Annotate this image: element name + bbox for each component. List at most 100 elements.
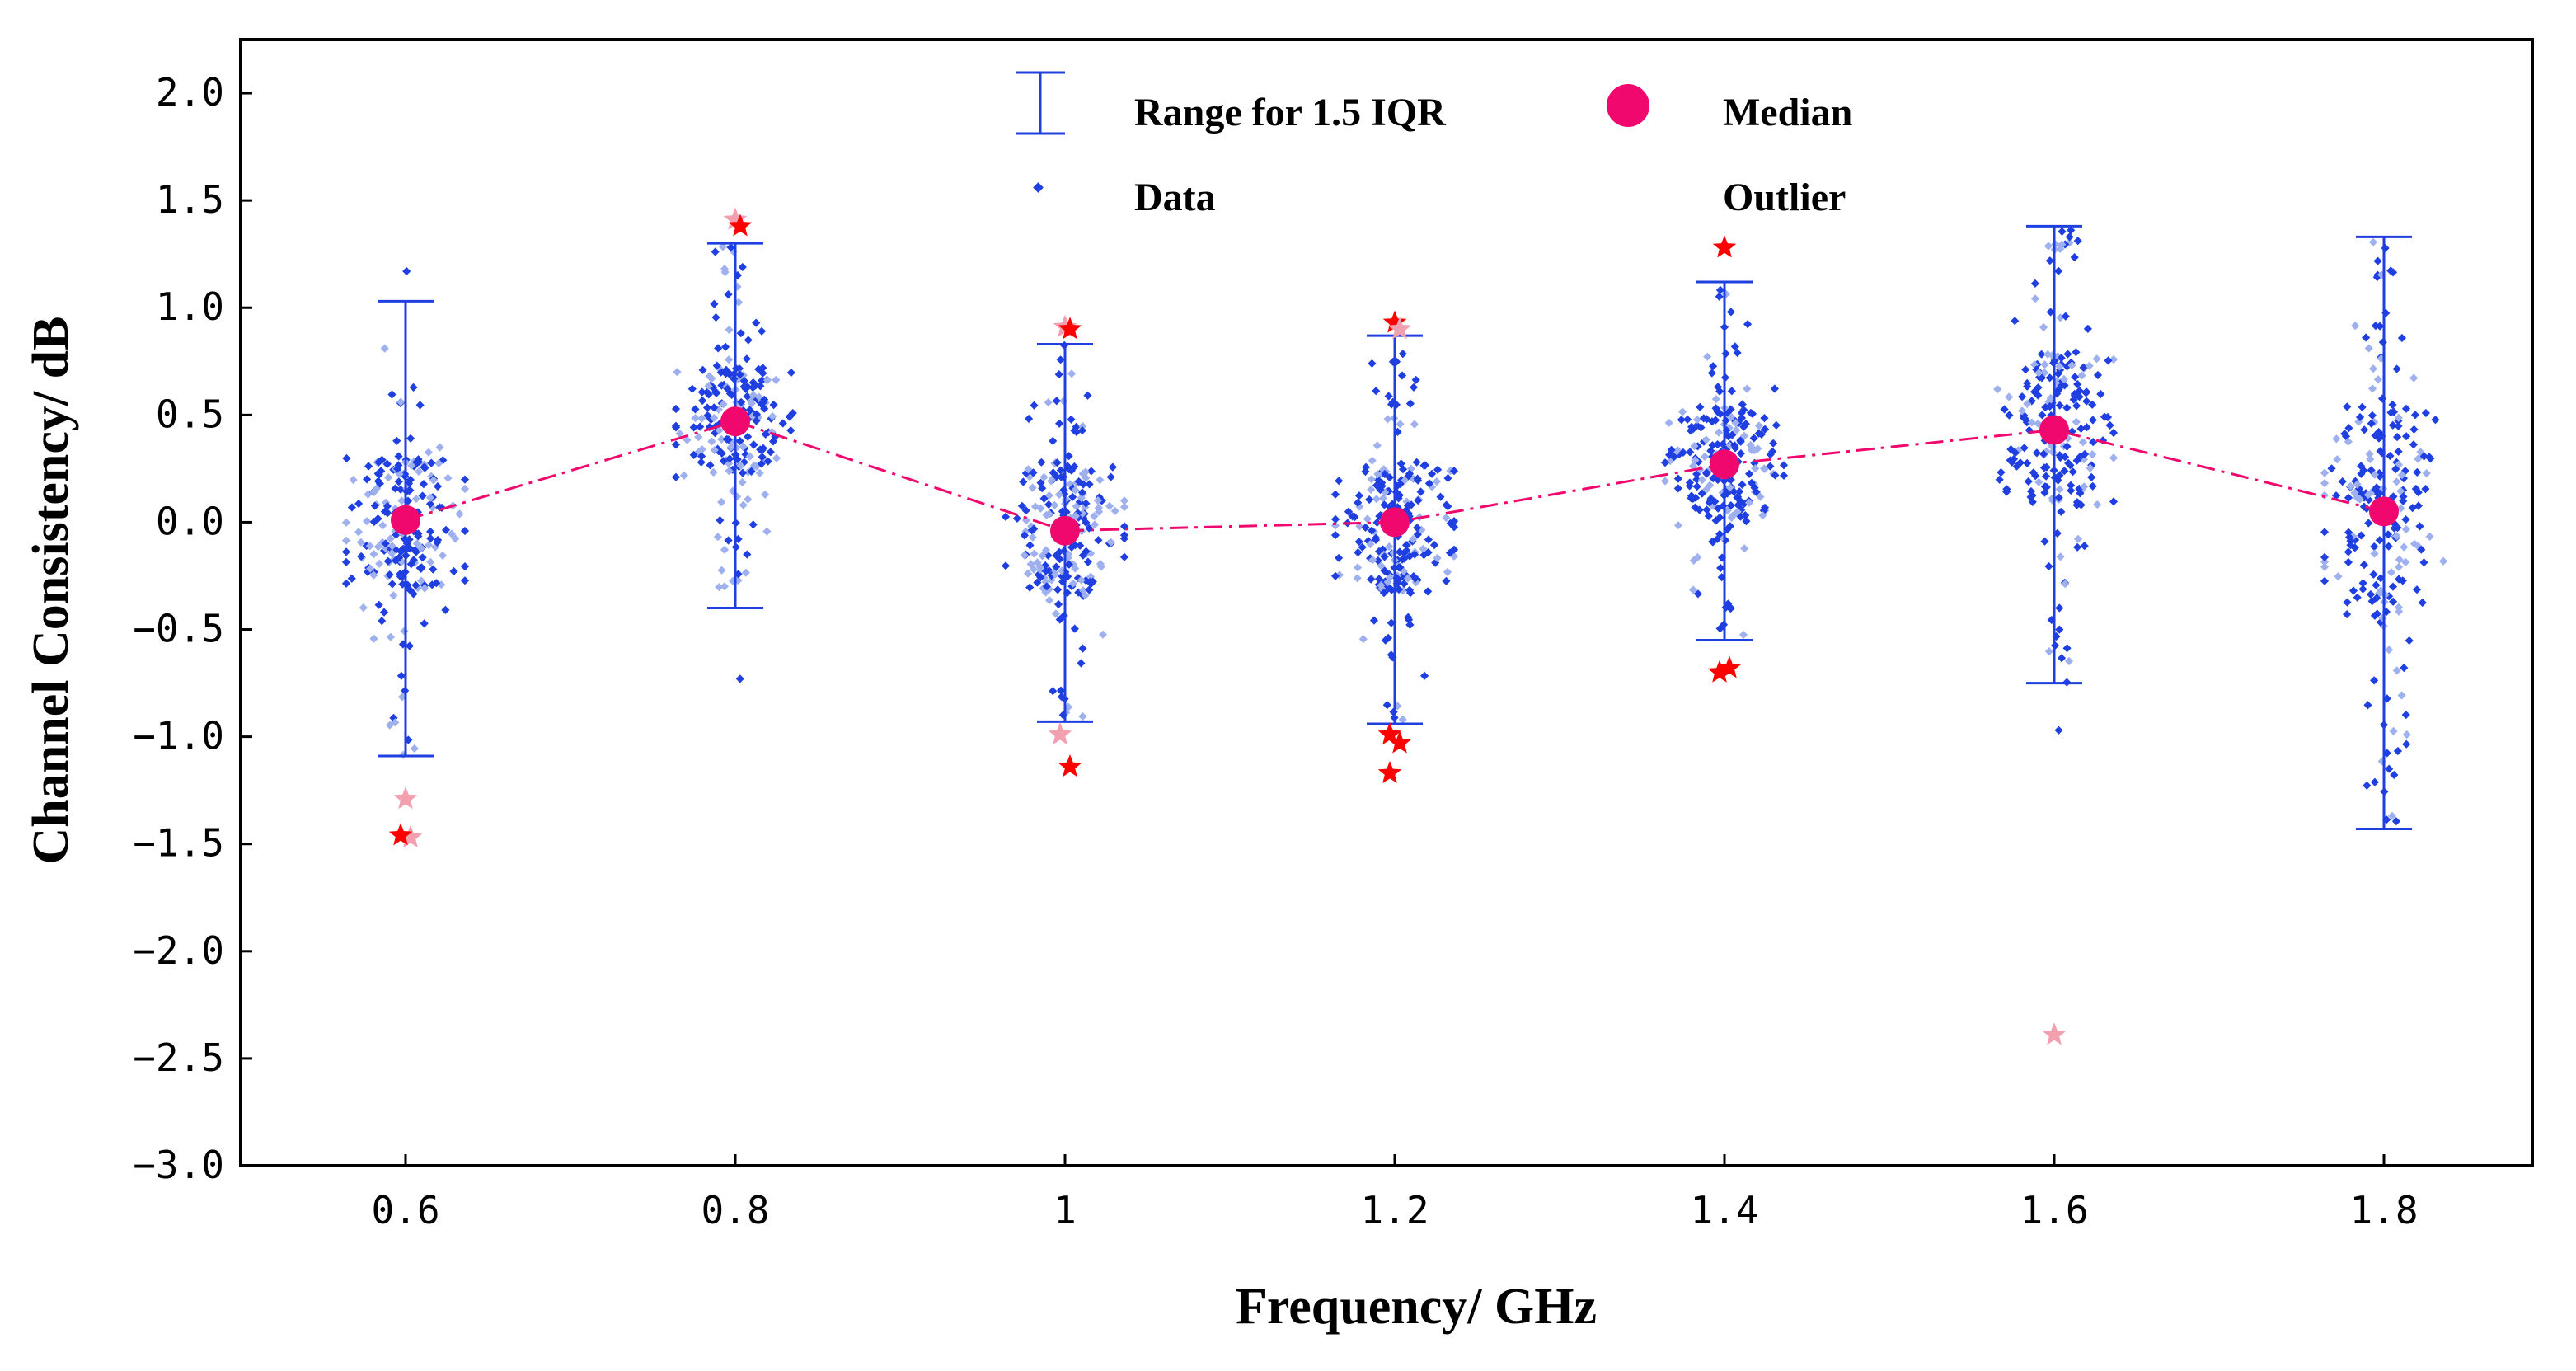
whisker-1.8 bbox=[2356, 235, 2412, 831]
data-point bbox=[356, 538, 365, 547]
data-point bbox=[342, 453, 351, 463]
data-point bbox=[2073, 542, 2082, 552]
data-point bbox=[739, 500, 748, 509]
data-point bbox=[341, 536, 351, 545]
data-point bbox=[1402, 546, 1411, 555]
data-point bbox=[1673, 521, 1683, 530]
data-point bbox=[2388, 400, 2397, 410]
data-point bbox=[713, 533, 722, 542]
data-point bbox=[748, 391, 758, 400]
data-point bbox=[744, 336, 753, 345]
data-point bbox=[2413, 467, 2422, 477]
data-point bbox=[426, 557, 435, 566]
data-point bbox=[741, 568, 750, 577]
data-point bbox=[694, 433, 703, 442]
data-point bbox=[2105, 420, 2114, 430]
data-point bbox=[671, 472, 681, 481]
data-point bbox=[1745, 469, 1754, 478]
data-point bbox=[1358, 542, 1367, 552]
data-point bbox=[772, 453, 781, 462]
data-point bbox=[2057, 382, 2066, 391]
data-point bbox=[739, 376, 748, 386]
data-point bbox=[432, 579, 441, 588]
data-point bbox=[1770, 384, 1779, 393]
data-point bbox=[1429, 541, 1439, 550]
x-axis-title: Frequency/ GHz bbox=[1236, 1279, 1597, 1335]
data-point bbox=[2421, 408, 2430, 418]
data-point bbox=[2372, 610, 2381, 619]
data-point bbox=[414, 455, 423, 464]
data-point bbox=[426, 527, 435, 536]
data-point bbox=[2410, 411, 2420, 420]
data-point bbox=[425, 541, 434, 550]
data-point bbox=[2072, 417, 2081, 426]
data-point bbox=[1714, 383, 1723, 392]
data-point bbox=[1779, 461, 1789, 470]
data-point bbox=[419, 480, 428, 489]
data-point bbox=[2056, 552, 2065, 561]
data-point bbox=[1736, 437, 1745, 446]
data-point bbox=[720, 267, 730, 277]
data-point bbox=[1372, 441, 1382, 450]
data-point bbox=[391, 484, 400, 493]
data-point bbox=[1687, 494, 1696, 503]
data-point bbox=[1001, 561, 1011, 570]
data-point bbox=[720, 582, 729, 591]
data-point bbox=[1042, 582, 1051, 591]
data-point bbox=[2055, 485, 2064, 494]
data-point bbox=[1409, 383, 1419, 392]
data-point bbox=[1367, 575, 1376, 584]
data-point bbox=[2063, 350, 2072, 359]
data-point bbox=[2431, 416, 2440, 425]
data-point bbox=[1025, 541, 1035, 550]
data-point bbox=[1724, 599, 1733, 608]
data-point bbox=[2370, 549, 2379, 558]
data-point bbox=[2358, 402, 2367, 411]
data-point bbox=[1716, 563, 1725, 573]
data-point bbox=[420, 619, 429, 628]
data-point bbox=[2024, 477, 2033, 486]
median-point-0.8 bbox=[720, 406, 750, 437]
data-point bbox=[365, 542, 374, 551]
data-point bbox=[1726, 501, 1735, 510]
data-point bbox=[405, 486, 414, 495]
data-point bbox=[724, 290, 733, 299]
data-point bbox=[2020, 444, 2029, 453]
data-point bbox=[715, 583, 724, 592]
data-point bbox=[1365, 495, 1374, 505]
data-point bbox=[415, 401, 425, 410]
data-point bbox=[2026, 486, 2036, 496]
data-point bbox=[451, 534, 460, 543]
data-point bbox=[2015, 458, 2025, 467]
data-point bbox=[2364, 344, 2373, 353]
data-point bbox=[1030, 502, 1040, 511]
data-point bbox=[2357, 462, 2366, 471]
data-point bbox=[394, 477, 403, 486]
data-point bbox=[2391, 817, 2400, 826]
data-point bbox=[1044, 596, 1054, 605]
data-point bbox=[717, 448, 726, 458]
data-point bbox=[2077, 371, 2086, 380]
data-point bbox=[710, 445, 719, 455]
data-point bbox=[379, 608, 389, 617]
data-point bbox=[1749, 434, 1758, 443]
data-point bbox=[689, 423, 698, 432]
data-point bbox=[1443, 473, 1452, 483]
data-point bbox=[697, 458, 706, 467]
data-point bbox=[1344, 507, 1353, 516]
data-point bbox=[434, 458, 443, 468]
data-point bbox=[341, 547, 351, 556]
data-point bbox=[1713, 440, 1722, 449]
data-point bbox=[707, 437, 716, 446]
data-point bbox=[1330, 531, 1340, 540]
legend-median-symbol bbox=[1607, 84, 1649, 127]
data-point bbox=[387, 580, 396, 589]
data-point bbox=[2104, 356, 2113, 365]
data-point bbox=[1728, 430, 1737, 439]
data-point bbox=[1683, 415, 1692, 424]
legend-data-symbol bbox=[1033, 182, 1044, 193]
data-point bbox=[433, 481, 443, 491]
data-point bbox=[2109, 354, 2119, 364]
data-point bbox=[1068, 492, 1077, 501]
data-point bbox=[2373, 375, 2382, 384]
